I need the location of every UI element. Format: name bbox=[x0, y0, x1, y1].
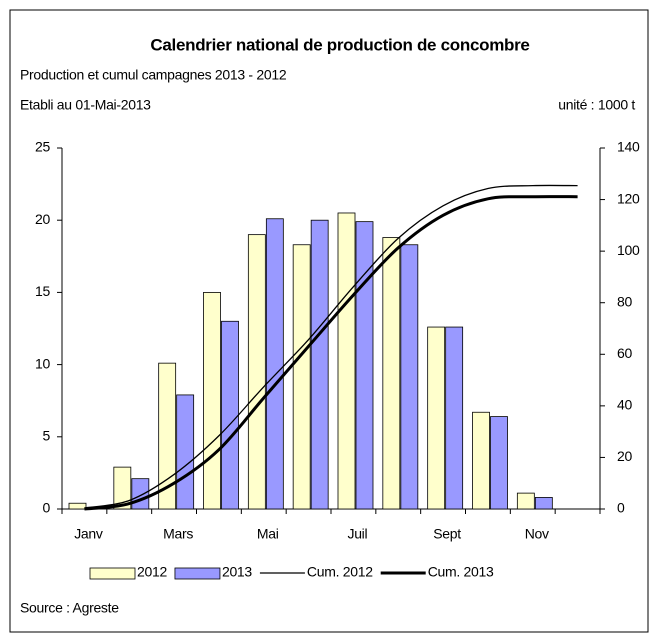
bar bbox=[534, 497, 553, 510]
x-tick-label: Janv bbox=[74, 526, 103, 542]
x-tick-label: Sept bbox=[433, 526, 461, 542]
y2-tick-label: 120 bbox=[617, 190, 640, 206]
bar bbox=[400, 244, 419, 510]
y-tick-label: 15 bbox=[35, 283, 50, 299]
y-tick-label: 5 bbox=[43, 428, 51, 444]
legend-swatch bbox=[174, 567, 221, 580]
bar bbox=[337, 212, 356, 510]
source: Source : Agreste bbox=[20, 600, 119, 616]
y2-tick-label: 140 bbox=[617, 139, 640, 155]
bar bbox=[265, 218, 284, 510]
x-tick-label: Juil bbox=[348, 526, 368, 542]
x-tick-label: Mars bbox=[163, 526, 193, 542]
y2-tick-label: 20 bbox=[617, 448, 632, 464]
bar bbox=[427, 326, 446, 510]
bar bbox=[310, 219, 329, 510]
bar bbox=[113, 466, 132, 510]
cumulative-line bbox=[84, 184, 578, 509]
bar bbox=[292, 244, 311, 510]
cumulative-line bbox=[84, 195, 578, 511]
bar bbox=[221, 320, 239, 510]
bar bbox=[247, 234, 266, 510]
legend-label: Cum. 2012 bbox=[307, 564, 373, 580]
legend-label: 2013 bbox=[222, 564, 252, 580]
y-tick-label: 25 bbox=[35, 139, 50, 155]
legend-swatch bbox=[89, 567, 136, 580]
y-tick-label: 10 bbox=[35, 355, 50, 371]
bar bbox=[445, 326, 464, 510]
y-tick-label: 20 bbox=[35, 211, 50, 227]
bar bbox=[131, 478, 150, 510]
y2-tick-label: 100 bbox=[617, 242, 640, 258]
bar bbox=[176, 394, 195, 510]
bar bbox=[472, 411, 490, 510]
note-right: unité : 1000 t bbox=[558, 97, 635, 113]
legend-label: 2012 bbox=[137, 564, 167, 580]
bar bbox=[68, 502, 87, 510]
note-left: Etabli au 01-Mai-2013 bbox=[20, 97, 151, 113]
y-tick-label: 0 bbox=[43, 500, 51, 516]
chart-title: Calendrier national de production de con… bbox=[150, 35, 529, 54]
legend-label: Cum. 2013 bbox=[428, 564, 494, 580]
x-tick-label: Mai bbox=[257, 526, 279, 542]
y2-tick-label: 80 bbox=[617, 293, 632, 309]
y2-tick-label: 0 bbox=[617, 500, 625, 516]
bar bbox=[355, 221, 374, 510]
bar bbox=[382, 237, 401, 510]
bar bbox=[158, 362, 177, 510]
y2-tick-label: 60 bbox=[617, 345, 632, 361]
y2-tick-label: 40 bbox=[617, 397, 632, 413]
bar bbox=[203, 291, 221, 510]
bar bbox=[516, 492, 535, 510]
bar bbox=[490, 416, 508, 510]
subtitle: Production et cumul campagnes 2013 - 201… bbox=[20, 67, 287, 83]
x-tick-label: Nov bbox=[525, 526, 549, 542]
